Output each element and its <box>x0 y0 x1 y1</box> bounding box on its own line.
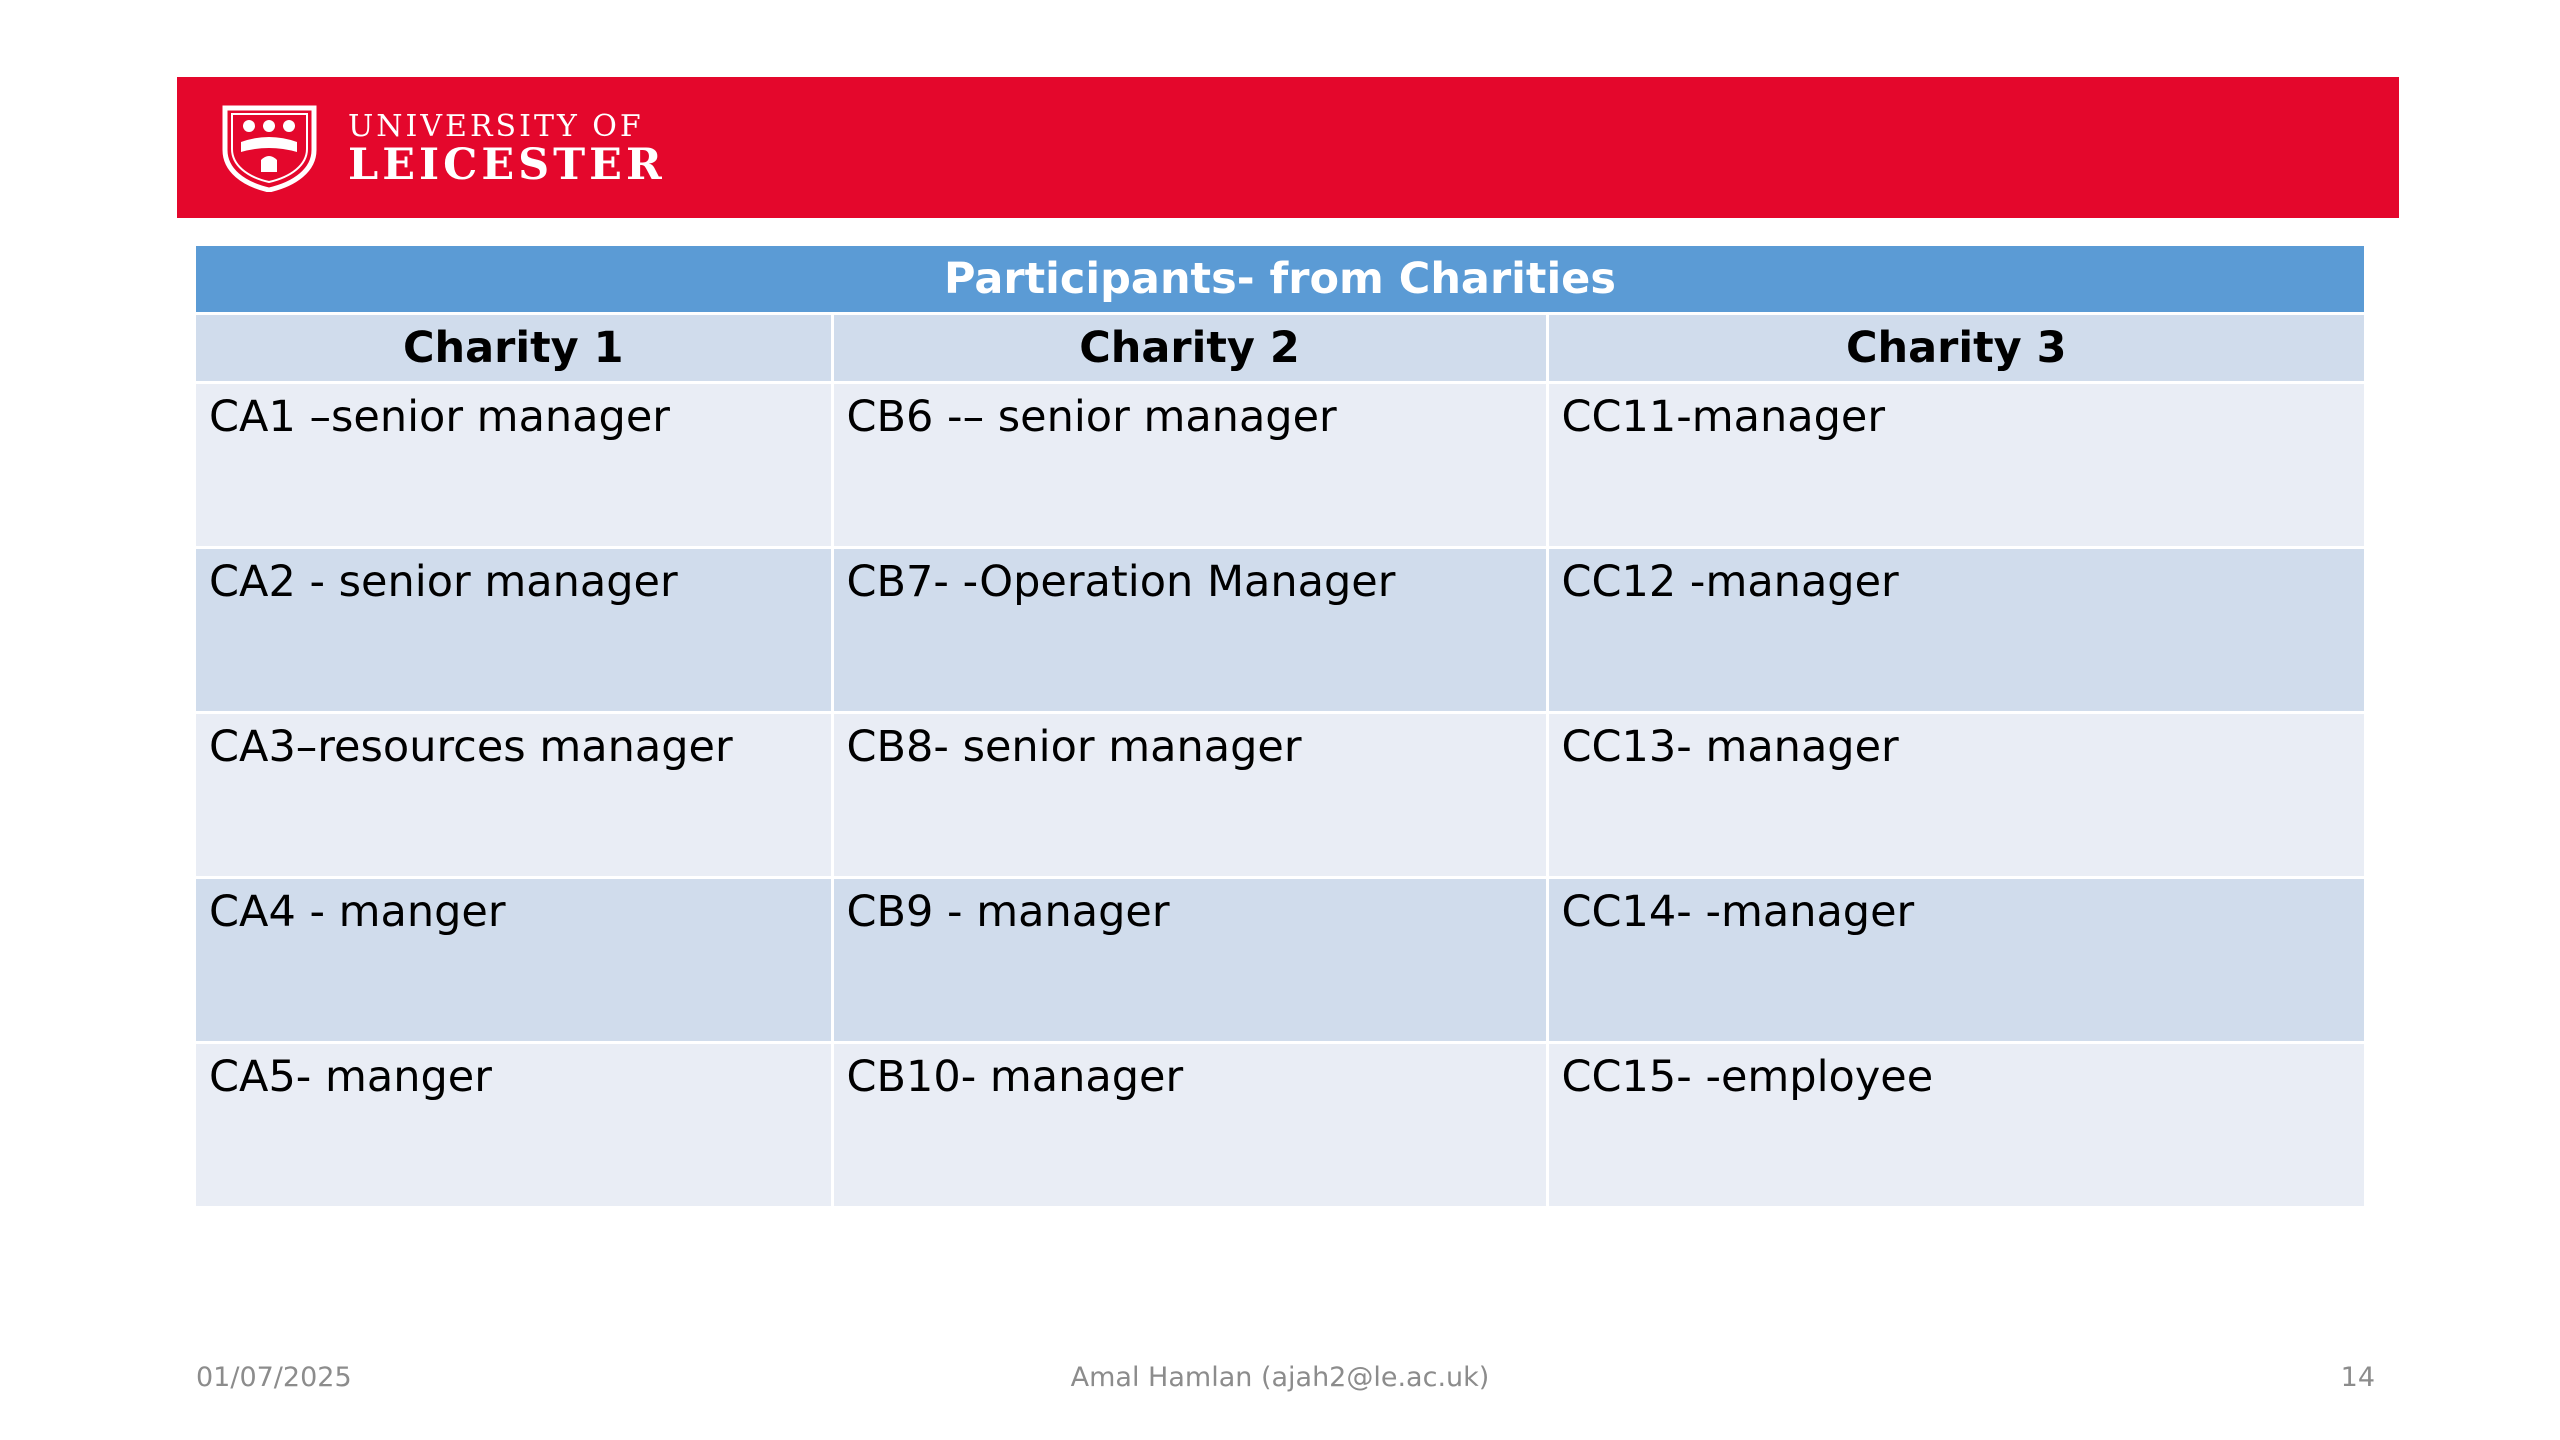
table-cell: CC12 -manager <box>1547 547 2364 714</box>
wordmark-line1: UNIVERSITY OF <box>348 109 644 144</box>
table-cell: CB6 -– senior manager <box>832 382 1549 549</box>
table-title-row: Participants- from Charities <box>196 246 2364 315</box>
table-cell: CB10- manager <box>832 1042 1549 1209</box>
table-row: CA3–resources manager CB8- senior manage… <box>196 712 2364 879</box>
table-cell: CA3–resources manager <box>196 712 834 879</box>
table-cell: CC15- -employee <box>1547 1042 2364 1209</box>
column-header: Charity 3 <box>1547 313 2364 384</box>
participants-table: Participants- from Charities Charity 1 C… <box>196 246 2364 1209</box>
table-cell: CC13- manager <box>1547 712 2364 879</box>
shield-icon <box>222 105 317 192</box>
table-cell: CA5- manger <box>196 1042 834 1209</box>
table-cell: CB8- senior manager <box>832 712 1549 879</box>
table-cell: CC14- -manager <box>1547 877 2364 1044</box>
wordmark-line2: LEICESTER <box>348 140 666 190</box>
footer-author: Amal Hamlan (ajah2@le.ac.uk) <box>1070 1362 1490 1393</box>
footer-date: 01/07/2025 <box>196 1362 352 1393</box>
university-logo: UNIVERSITY OF LEICESTER <box>217 101 666 194</box>
table-row: CA1 –senior manager CB6 -– senior manage… <box>196 382 2364 549</box>
university-wordmark: UNIVERSITY OF LEICESTER <box>348 108 666 187</box>
table-cell: CB9 - manager <box>832 877 1549 1044</box>
column-header: Charity 1 <box>196 313 834 384</box>
column-header: Charity 2 <box>832 313 1549 384</box>
table-row: CA5- manger CB10- manager CC15- -employe… <box>196 1042 2364 1209</box>
table-cell: CA4 - manger <box>196 877 834 1044</box>
participants-table-container: Participants- from Charities Charity 1 C… <box>196 246 2364 1209</box>
table-cell: CC11-manager <box>1547 382 2364 549</box>
table-row: CA2 - senior manager CB7- -Operation Man… <box>196 547 2364 714</box>
university-banner: UNIVERSITY OF LEICESTER <box>177 77 2399 218</box>
page-number: 14 <box>2340 1362 2375 1393</box>
table-header-row: Charity 1 Charity 2 Charity 3 <box>196 313 2364 384</box>
table-cell: CB7- -Operation Manager <box>832 547 1549 714</box>
table-cell: CA2 - senior manager <box>196 547 834 714</box>
table-title: Participants- from Charities <box>196 246 2364 315</box>
table-cell: CA1 –senior manager <box>196 382 834 549</box>
table-row: CA4 - manger CB9 - manager CC14- -manage… <box>196 877 2364 1044</box>
